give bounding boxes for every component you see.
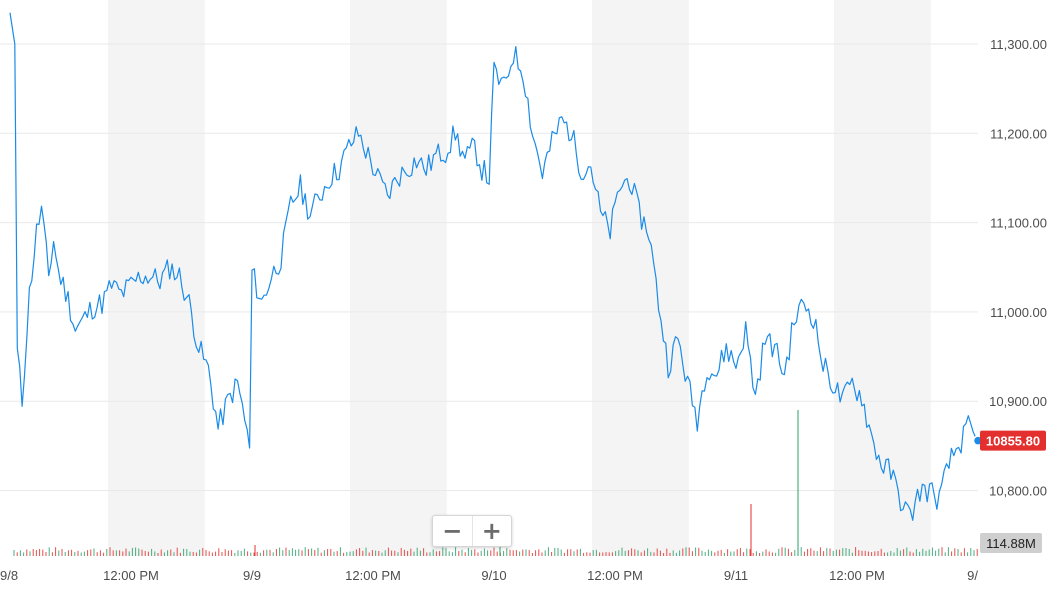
volume-label: 114.88M bbox=[986, 536, 1036, 551]
x-tick-label: 9/10 bbox=[481, 568, 506, 583]
price-line bbox=[9, 12, 979, 521]
current-price-badge bbox=[980, 430, 1046, 451]
y-tick-label: 11,000.00 bbox=[990, 305, 1047, 320]
x-tick-label: 12:00 PM bbox=[829, 568, 885, 583]
current-price-label: 10855.80 bbox=[986, 434, 1040, 449]
x-tick-label: 9/11 bbox=[724, 568, 748, 583]
x-tick-label: 12:00 PM bbox=[345, 568, 401, 583]
y-tick-label: 10,800.00 bbox=[989, 484, 1047, 499]
session-band-3 bbox=[834, 0, 931, 556]
volume-badge bbox=[980, 533, 1042, 553]
session-band-2 bbox=[592, 0, 689, 556]
zoom-in-button[interactable]: + bbox=[471, 516, 512, 546]
x-tick-label: 12:00 PM bbox=[587, 568, 643, 583]
x-tick-label: 12:00 PM bbox=[103, 568, 159, 583]
session-band-1 bbox=[350, 0, 447, 556]
x-tick-label: 9/9 bbox=[243, 568, 261, 583]
y-tick-label: 11,300.00 bbox=[990, 37, 1047, 52]
zoom-out-button[interactable]: − bbox=[442, 517, 463, 545]
x-tick-label: 9/8 bbox=[0, 568, 18, 583]
x-tick-label: 9/ bbox=[967, 568, 978, 583]
y-tick-label: 10,900.00 bbox=[989, 394, 1047, 409]
zoom-controls: − + bbox=[432, 515, 512, 547]
y-tick-label: 11,100.00 bbox=[990, 216, 1047, 231]
y-tick-label: 11,200.00 bbox=[990, 126, 1047, 141]
